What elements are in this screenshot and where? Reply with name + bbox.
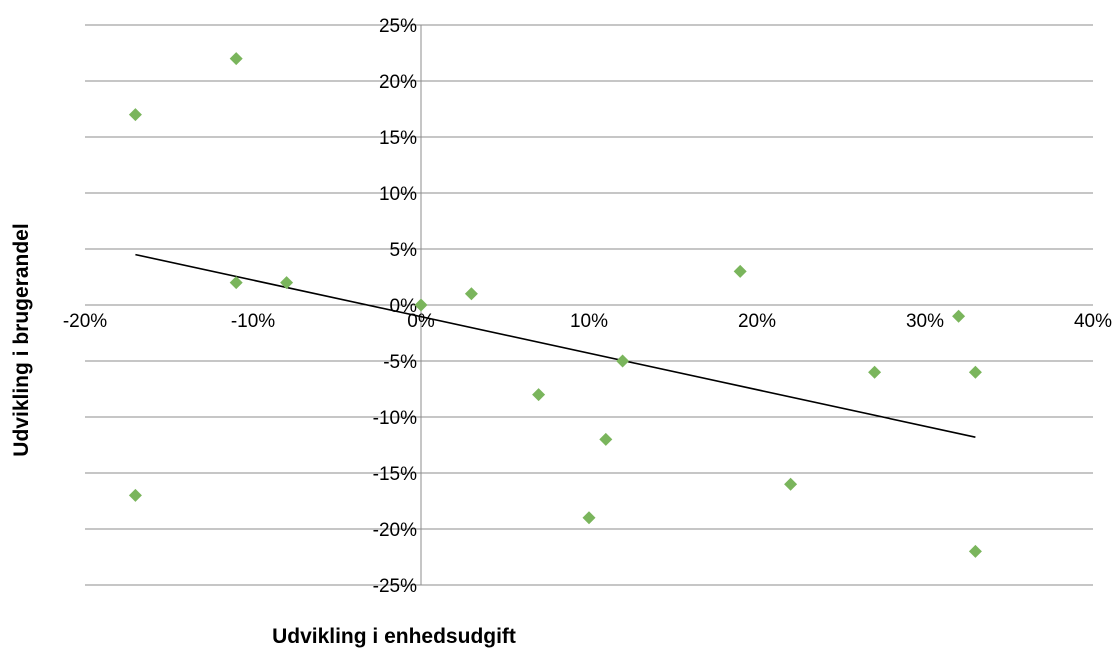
data-point — [952, 309, 966, 323]
y-tick-label: 15% — [379, 128, 417, 149]
data-point — [414, 298, 428, 312]
x-tick-labels: -20% -10% 0% 10% 20% 30% 40% — [63, 311, 1112, 332]
y-tick-label: 25% — [379, 16, 417, 37]
y-tick-label: -15% — [373, 464, 417, 485]
data-point — [128, 108, 142, 122]
y-tick-label: -5% — [383, 352, 417, 373]
data-point — [868, 365, 882, 379]
y-tick-label: 10% — [379, 184, 417, 205]
x-tick-label: 20% — [738, 311, 776, 332]
y-tick-label: -25% — [373, 576, 417, 597]
y-axis-title: Udvikling i brugerandel — [10, 223, 33, 456]
y-tick-label: 20% — [379, 72, 417, 93]
data-point — [229, 52, 243, 66]
y-tick-label: 5% — [390, 240, 418, 261]
data-point — [532, 388, 546, 402]
data-point — [784, 477, 798, 491]
trendline — [135, 253, 976, 438]
x-axis-title: Udvikling i enhedsudgift — [272, 625, 516, 648]
data-point — [733, 264, 747, 278]
data-point — [616, 354, 630, 368]
data-point — [229, 276, 243, 290]
data-point — [968, 365, 982, 379]
y-tick-label: -10% — [373, 408, 417, 429]
x-tick-label: -10% — [231, 311, 275, 332]
data-point — [128, 488, 142, 502]
x-tick-label: 0% — [407, 311, 435, 332]
data-points — [128, 52, 982, 558]
data-point — [599, 432, 613, 446]
data-point — [464, 287, 478, 301]
data-point — [582, 511, 596, 525]
data-point — [280, 276, 294, 290]
x-tick-label: -20% — [63, 311, 107, 332]
data-point — [968, 544, 982, 558]
gridlines — [85, 24, 1093, 586]
x-tick-label: 10% — [570, 311, 608, 332]
y-tick-label: -20% — [373, 520, 417, 541]
y-tick-labels: 25%20%15%10%5%0%-5%-10%-15%-20%-25% — [373, 16, 417, 597]
x-tick-label: 30% — [906, 311, 944, 332]
x-tick-label: 40% — [1074, 311, 1112, 332]
